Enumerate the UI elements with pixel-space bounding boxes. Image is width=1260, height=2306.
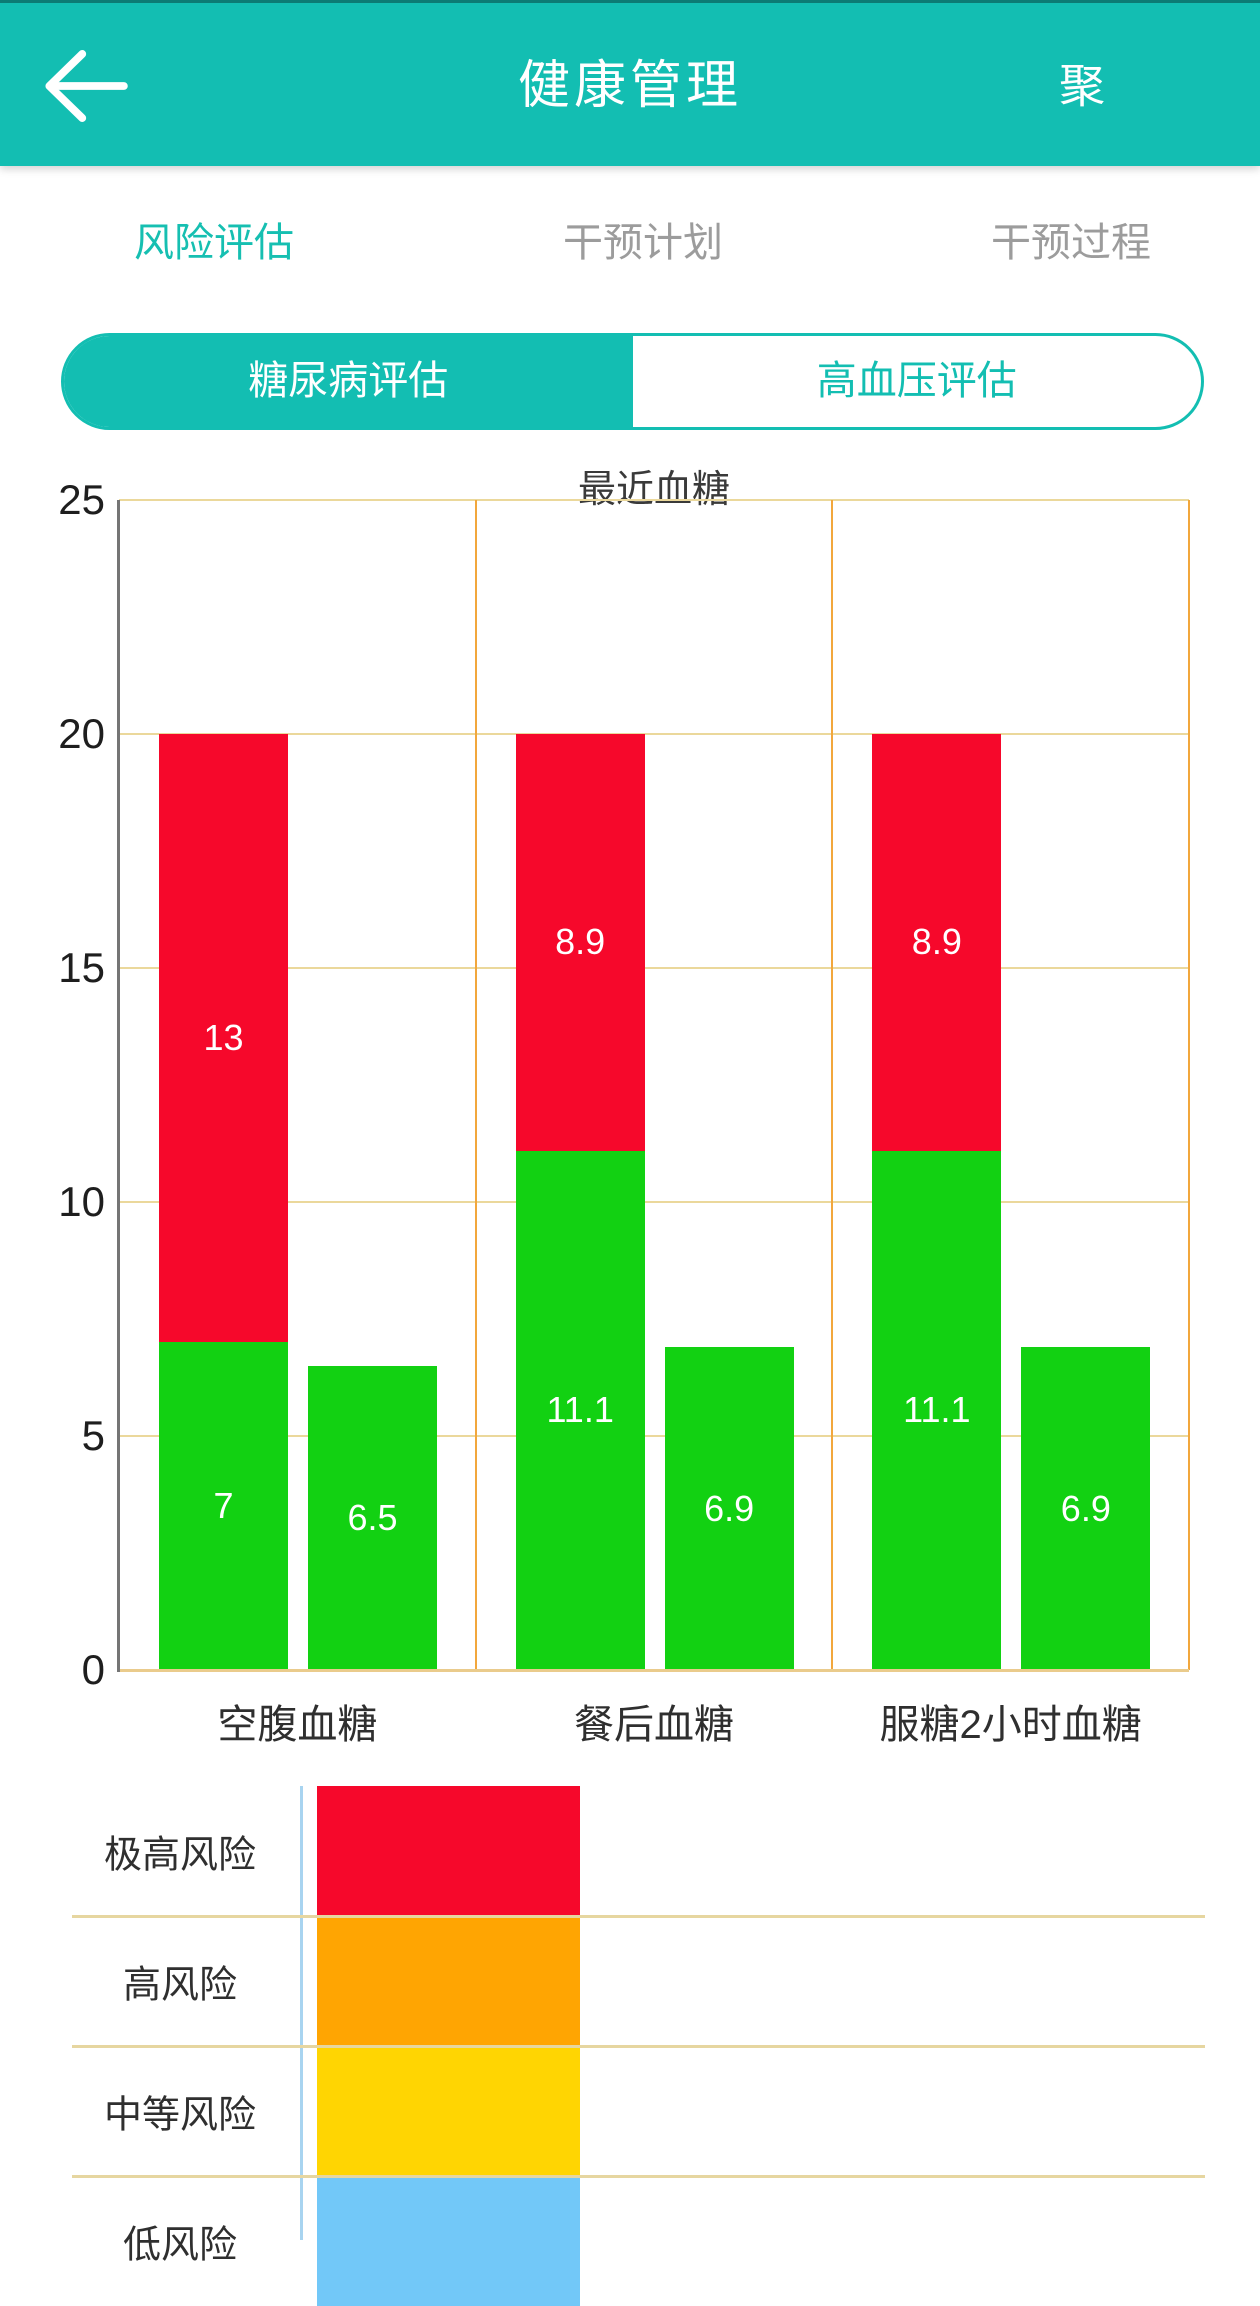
- gridline-y-15: [119, 967, 1189, 969]
- risk-scale-axis: [300, 1786, 303, 2240]
- gridline-x-3: [1188, 500, 1190, 1670]
- risk-separator-3: [72, 2175, 1205, 2178]
- bar-value-label: 11.1: [903, 1389, 971, 1431]
- side-bar-green-2: 6.9: [1021, 1347, 1151, 1670]
- segment-hypertension-assessment[interactable]: 高血压评估: [816, 359, 1017, 403]
- bar-value-label: 8.9: [555, 921, 606, 963]
- header-action-button[interactable]: 聚: [1059, 60, 1105, 112]
- risk-block-high-risk: [317, 1916, 580, 2046]
- stacked-bar-red-0: 13: [159, 734, 288, 1343]
- stacked-bar-green-2: 11.1: [872, 1150, 1002, 1670]
- arrow-left-icon: [38, 50, 130, 129]
- gridline-y-20: [119, 733, 1189, 735]
- y-tick-label: 10: [58, 1178, 105, 1225]
- stacked-bar-green-1: 11.1: [515, 1150, 645, 1670]
- segmented-control: 糖尿病评估 高血压评估: [61, 333, 1204, 430]
- stacked-bar-red-1: 8.9: [515, 734, 645, 1151]
- stacked-bar-green-0: 7: [159, 1342, 288, 1670]
- tab-intervention-process[interactable]: 干预过程: [991, 221, 1151, 265]
- gridline-y-10: [119, 1201, 1189, 1203]
- risk-separator-1: [72, 1915, 1205, 1918]
- y-tick-label: 0: [81, 1646, 105, 1693]
- y-tick-label: 5: [81, 1412, 105, 1459]
- gridline-y-25: [119, 499, 1189, 501]
- bar-value-label: 11.1: [546, 1389, 614, 1431]
- gridline-y-5: [119, 1435, 1189, 1437]
- risk-label-low-risk: 低风险: [122, 2224, 237, 2267]
- x-category-label: 空腹血糖: [217, 1703, 378, 1747]
- gridline-x-2: [831, 500, 834, 1670]
- gridline-x-1: [474, 500, 477, 1670]
- y-tick-label: 20: [58, 710, 105, 757]
- segment-diabetes-assessment[interactable]: 糖尿病评估: [64, 336, 633, 427]
- bar-value-label: 8.9: [911, 921, 962, 963]
- tab-risk-assessment[interactable]: 风险评估: [134, 221, 294, 265]
- chart-title: 最近血糖: [577, 469, 730, 511]
- tab-bar: 风险评估 干预计划 干预过程: [0, 166, 1260, 321]
- risk-separator-2: [72, 2045, 1205, 2048]
- bar-value-label: 13: [203, 1017, 244, 1059]
- bar-value-label: 7: [213, 1485, 234, 1527]
- bar-value-label: 6.9: [704, 1487, 755, 1529]
- risk-label-high-risk: 高风险: [122, 1964, 237, 2007]
- risk-block-low-risk: [317, 2176, 580, 2306]
- x-axis-line: [119, 1669, 1189, 1672]
- y-tick-label: 15: [58, 944, 105, 991]
- risk-scale: 极高风险高风险中等风险低风险: [0, 1786, 1260, 2306]
- y-tick-label: 25: [58, 476, 105, 523]
- tab-intervention-plan[interactable]: 干预计划: [563, 221, 723, 265]
- side-bar-green-1: 6.9: [664, 1347, 794, 1670]
- x-category-label: 服糖2小时血糖: [879, 1703, 1142, 1747]
- risk-label-medium-risk: 中等风险: [103, 2094, 256, 2137]
- x-category-label: 餐后血糖: [574, 1703, 734, 1747]
- stacked-bar-red-2: 8.9: [872, 734, 1002, 1151]
- risk-label-extreme-high-risk: 极高风险: [103, 1834, 256, 1877]
- chart-plot-area: 0 5 10 15 20 25 7 13 6.5 空腹血糖 11.1 8.9 6.9 餐后血糖 11.1 8.…: [58, 476, 1190, 1747]
- y-axis-line: [117, 500, 120, 1672]
- back-button[interactable]: [38, 47, 130, 125]
- header: 健康管理 聚: [0, 0, 1260, 166]
- bar-value-label: 6.5: [347, 1496, 398, 1538]
- risk-block-medium-risk: [317, 2046, 580, 2176]
- bar-value-label: 6.9: [1060, 1487, 1111, 1529]
- risk-block-extreme-high-risk: [317, 1786, 580, 1916]
- side-bar-green-0: 6.5: [308, 1365, 437, 1670]
- page-title: 健康管理: [517, 57, 742, 115]
